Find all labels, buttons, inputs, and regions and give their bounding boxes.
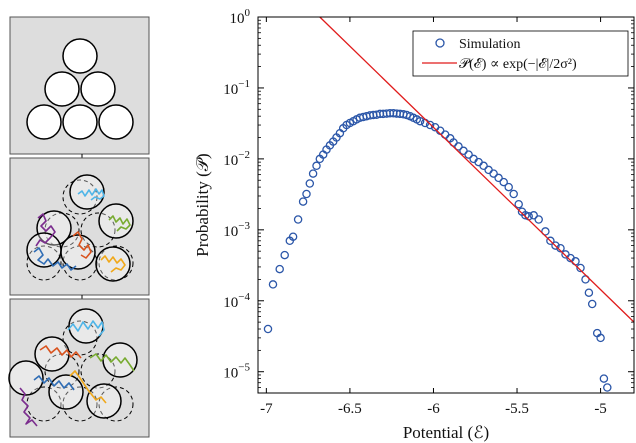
legend-label-fit: 𝒫(ℰ) ∝ exp(−|ℰ|/2σ²): [459, 57, 577, 72]
initial-disks: [26, 38, 134, 140]
simulation-point: [464, 150, 473, 159]
simulation-point: [305, 179, 315, 188]
simulation-point: [280, 250, 289, 260]
simulation-point: [599, 374, 609, 383]
simulation-point: [546, 236, 555, 246]
simulation-point: [268, 280, 278, 289]
simulation-point: [603, 383, 612, 392]
chart: -7 -6.5 -6 -5.5 -5 100 10−1 10−2 10−3 10−4 10−5 P…: [193, 7, 635, 442]
y-tick-label: 10−3: [223, 220, 250, 240]
legend-marker-simulation: [435, 38, 445, 48]
schematic-panels: [8, 16, 150, 438]
simulation-point: [561, 250, 570, 259]
fit-line: [319, 16, 635, 323]
simulation-point: [556, 243, 565, 253]
simulation-point: [312, 161, 321, 171]
x-tick-label: -5.5: [505, 401, 529, 417]
y-tick-label: 10−4: [223, 291, 250, 311]
simulation-point: [596, 333, 605, 343]
y-tick-label: 10−1: [223, 78, 250, 98]
x-axis: -7 -6.5 -6 -5.5 -5: [260, 17, 607, 417]
final-disks: [8, 308, 138, 419]
simulation-point: [534, 215, 543, 224]
simulation-point: [529, 211, 538, 220]
simulation-point: [484, 165, 493, 175]
middle-trajectories: [33, 188, 131, 273]
schematic-panel-middle: [9, 157, 150, 296]
simulation-point: [425, 120, 435, 130]
schematic-panel-final: [9, 298, 150, 438]
simulation-point: [415, 116, 425, 126]
simulation-point: [494, 173, 503, 183]
x-tick-label: -6: [427, 401, 440, 417]
final-trajectories: [19, 320, 135, 427]
simulation-point: [293, 215, 303, 224]
simulation-point: [308, 169, 318, 178]
legend: Simulation 𝒫(ℰ) ∝ exp(−|ℰ|/2σ²): [412, 30, 629, 77]
simulation-point: [509, 189, 518, 199]
legend-label-simulation: Simulation: [459, 37, 520, 52]
x-axis-label: Potential (ℰ): [403, 423, 489, 442]
simulation-point: [514, 199, 523, 209]
y-tick-label: 10−5: [223, 362, 250, 382]
series-simulation: [263, 108, 612, 392]
simulation-point: [275, 264, 284, 274]
simulation-point: [551, 241, 560, 250]
simulation-point: [504, 182, 513, 192]
x-tick-label: -7: [260, 401, 273, 417]
simulation-point: [454, 142, 463, 151]
plot-frame: [257, 16, 635, 394]
simulation-point: [587, 299, 597, 309]
simulation-point: [541, 227, 550, 236]
simulation-point: [479, 161, 488, 171]
simulation-point: [298, 197, 308, 206]
simulation-point: [288, 232, 298, 241]
simulation-point: [489, 169, 498, 178]
simulation-point: [584, 288, 594, 297]
simulation-point: [499, 177, 508, 187]
y-tick-label: 10−2: [223, 149, 250, 169]
legend-box: [412, 30, 629, 77]
y-tick-label: 100: [230, 7, 251, 27]
simulation-point: [302, 189, 311, 199]
y-axis: 100 10−1 10−2 10−3 10−4 10−5: [223, 7, 634, 388]
simulation-point: [263, 324, 273, 334]
simulation-point: [576, 263, 585, 273]
x-tick-label: -6.5: [338, 401, 362, 417]
x-tick-label: -5: [594, 401, 607, 417]
series-fit-line: [319, 16, 635, 323]
y-axis-label: Probability (𝒫): [193, 153, 212, 256]
